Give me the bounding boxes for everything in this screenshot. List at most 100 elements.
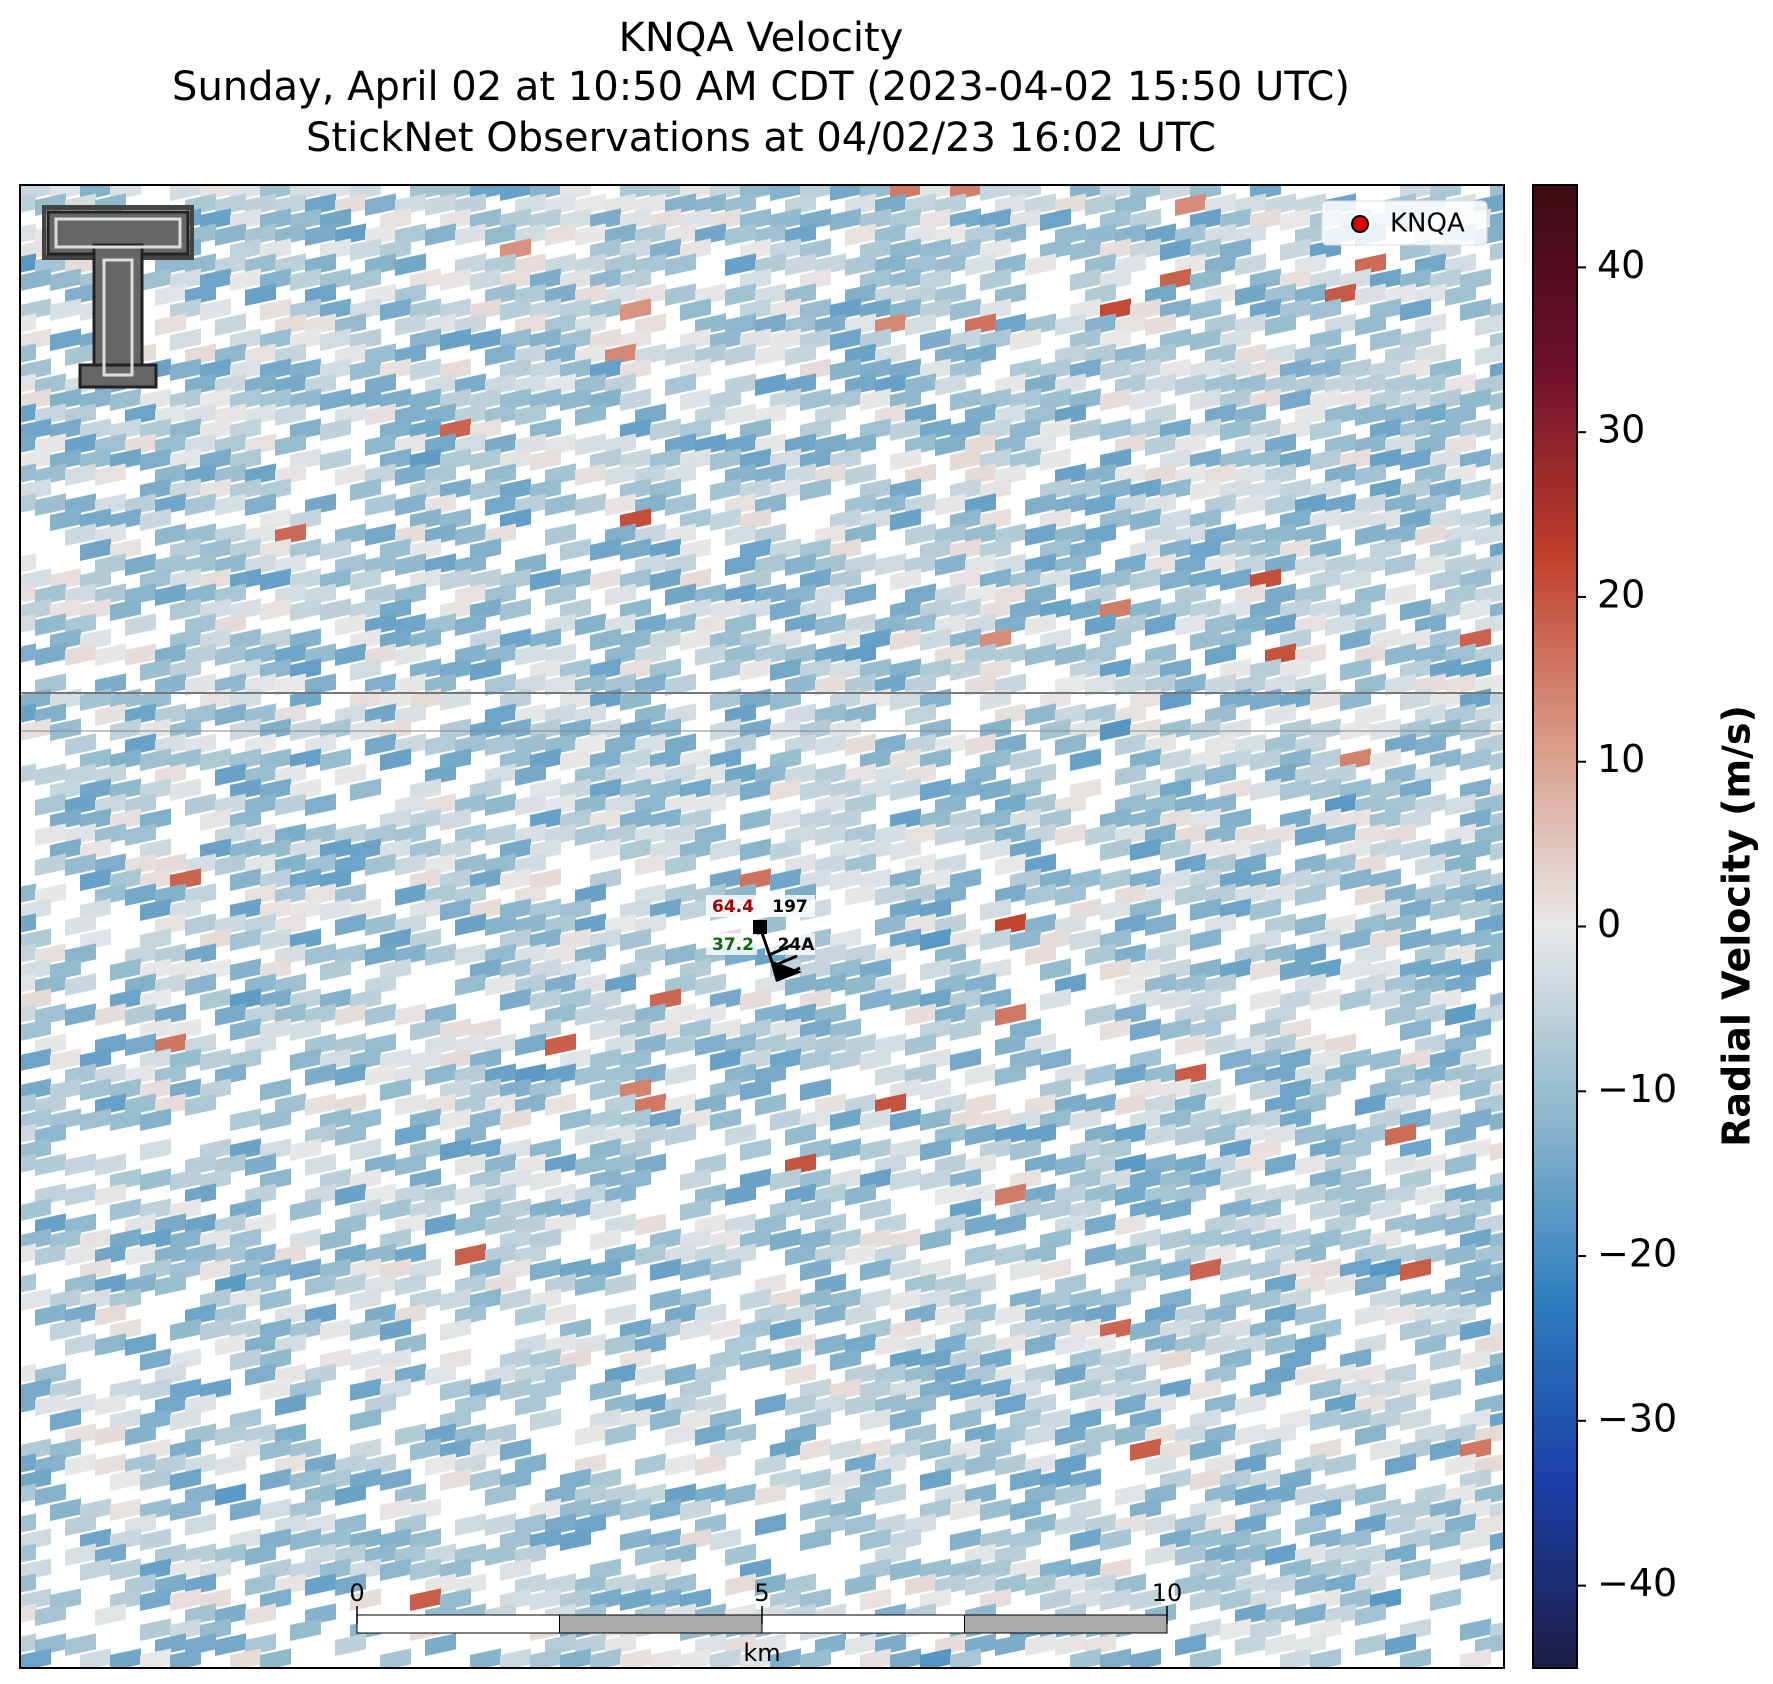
- radar-cell: [1505, 403, 1536, 426]
- pressure: 197: [772, 897, 808, 917]
- radar-cell: [1055, 313, 1086, 336]
- observation-time: StickNet Observations at 04/02/23 16:02 …: [306, 115, 1216, 161]
- radar-cell: [485, 823, 516, 846]
- radar-cell: [305, 223, 336, 246]
- radar-cell: [1385, 583, 1416, 606]
- radar-cell: [545, 673, 576, 696]
- radar-cell: [1505, 853, 1536, 876]
- radar-cell: [170, 598, 201, 621]
- radar-cell: [560, 538, 591, 561]
- radar-cell: [425, 733, 456, 756]
- radar-cell: [1160, 238, 1191, 261]
- radar-cell: [1430, 1588, 1461, 1611]
- radar-cell: [1130, 508, 1161, 531]
- radar-cell: [1505, 1363, 1536, 1386]
- radar-cell: [20, 508, 21, 531]
- radar-cell: [725, 343, 756, 366]
- radar-cell: [485, 223, 516, 247]
- radar-cell: [920, 1228, 951, 1251]
- radar-cell: [20, 778, 21, 801]
- radar-cell: [665, 583, 696, 606]
- radar-cell: [680, 628, 711, 651]
- radar-cell: [980, 268, 1011, 291]
- radar-cell: [1475, 523, 1504, 546]
- radar-cell: [65, 463, 96, 486]
- radar-cell: [740, 808, 771, 831]
- radar-cell: [605, 583, 636, 606]
- radar-cell: [845, 223, 876, 247]
- colorbar-tick-label: −10: [1597, 1067, 1677, 1111]
- radar-cell: [1040, 208, 1071, 231]
- radar-cell: [575, 613, 606, 636]
- radar-cell: [1505, 1303, 1536, 1326]
- radar-cell: [710, 508, 741, 531]
- radar-cell: [215, 763, 246, 786]
- radar-cell: [1160, 568, 1191, 591]
- radar-cell: [1115, 673, 1146, 696]
- radar-cell: [260, 568, 291, 591]
- radar-cell: [365, 523, 396, 546]
- radar-cell: [350, 238, 381, 261]
- radar-cell: [1475, 313, 1504, 336]
- station-id: 24A: [778, 935, 816, 955]
- radar-cell: [1040, 988, 1071, 1011]
- radar-cell: [425, 223, 456, 247]
- radar-cell: [755, 373, 786, 396]
- radar-cell: [470, 478, 501, 501]
- radar-cell: [1190, 328, 1221, 351]
- radar-cell: [65, 343, 96, 366]
- radar-cell: [830, 358, 861, 381]
- radar-cell: [770, 598, 801, 621]
- radar-cell: [1010, 328, 1041, 351]
- radar-cell: [665, 1063, 696, 1086]
- radar-cell: [35, 793, 66, 816]
- radar-cell: [350, 1318, 381, 1341]
- radar-cell: [1490, 748, 1504, 771]
- radar-cell: [1355, 1633, 1386, 1656]
- radar-cell: [755, 1483, 786, 1506]
- radar-cell: [665, 673, 696, 696]
- radar-cell: [1190, 928, 1221, 951]
- radar-cell: [950, 388, 981, 411]
- radar-cell: [335, 763, 366, 786]
- radar-cell: [1145, 313, 1176, 336]
- radar-cell: [575, 493, 606, 516]
- radar-cell: [20, 568, 21, 591]
- radar-cell: [1085, 193, 1116, 216]
- radar-cell: [1490, 238, 1504, 261]
- radar-cell: [905, 313, 936, 336]
- radar-cell: [170, 185, 201, 201]
- radar-cell: [1400, 298, 1431, 321]
- radar-cell: [95, 643, 126, 666]
- radar-cell: [455, 973, 486, 996]
- radar-cell: [110, 388, 141, 411]
- radar-cell: [1025, 613, 1056, 636]
- radar-cell: [95, 1003, 126, 1026]
- radar-cell: [1355, 523, 1386, 546]
- radar-cell: [395, 553, 426, 576]
- radar-cell: [935, 373, 966, 396]
- radar-cell: [560, 388, 591, 411]
- radar-cell: [260, 298, 291, 321]
- radar-cell: [770, 778, 801, 801]
- radar-cell: [1160, 748, 1191, 771]
- radar-cell: [1085, 613, 1116, 636]
- radar-cell: [485, 673, 516, 696]
- radar-cell: [1430, 1558, 1461, 1581]
- radar-cell: [140, 448, 171, 471]
- radar-cell: [155, 283, 186, 306]
- radar-cell: [440, 328, 471, 351]
- radar-cell: [950, 448, 981, 471]
- radar-cell: [470, 328, 501, 351]
- radar-cell: [1460, 1558, 1491, 1581]
- radar-cell: [725, 553, 756, 576]
- radar-cell: [635, 1453, 666, 1476]
- radar-cell: [740, 838, 771, 861]
- radar-cell: [530, 568, 561, 591]
- radar-cell: [170, 328, 201, 351]
- radar-cell: [485, 493, 516, 516]
- radar-cell: [1445, 283, 1476, 306]
- radar-cell: [1100, 358, 1131, 381]
- radar-cell: [1040, 718, 1071, 741]
